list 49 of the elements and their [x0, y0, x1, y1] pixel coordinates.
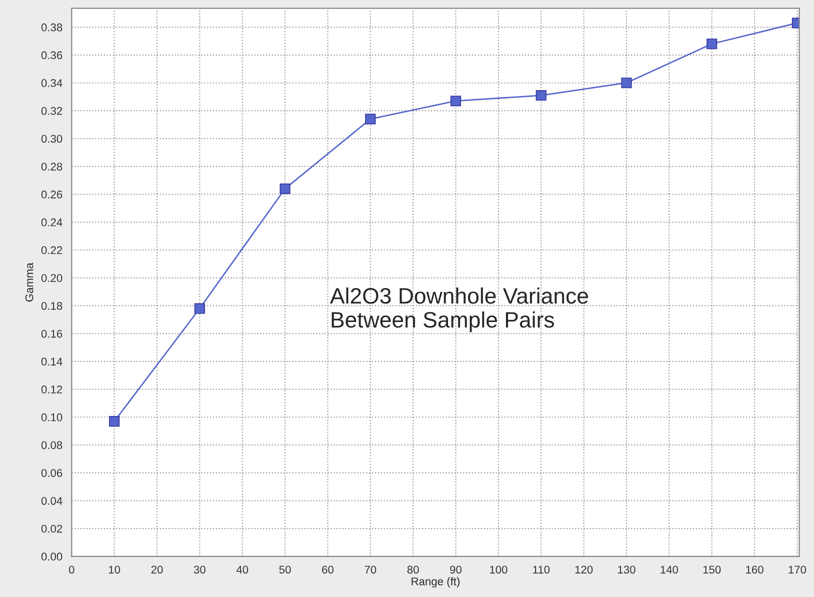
y-tick-label: 0.14: [41, 358, 62, 366]
point: [280, 183, 290, 194]
y-tick-label: 0.16: [41, 330, 62, 338]
x-tick-label: 130: [618, 566, 636, 574]
y-tick-label: 0.02: [41, 524, 62, 533]
x-tick-label: 0: [68, 566, 74, 574]
y-tick-label: 0.28: [41, 162, 62, 171]
y-tick-label: 0.32: [41, 106, 62, 115]
y-axis-title: Gamma: [25, 262, 34, 302]
x-tick-label: 10: [108, 566, 120, 574]
x-tick-label: 60: [322, 566, 334, 574]
point: [194, 303, 205, 314]
y-tick-label: 0.22: [41, 246, 62, 254]
x-tick-label: 40: [236, 566, 248, 574]
y-tick-label: 0.24: [41, 218, 62, 226]
y-tick-label: 0.38: [41, 23, 62, 32]
x-tick-label: 160: [746, 566, 764, 574]
x-tick-label: 90: [450, 566, 462, 574]
y-tick-label: 0.20: [41, 274, 62, 282]
y-tick-label: 0.10: [41, 413, 62, 422]
annotation: Al2O3 Downhole Variance Between Sample Pairs: [330, 287, 588, 332]
point: [450, 96, 462, 106]
x-tick-label: 100: [490, 566, 508, 574]
x-tick-label: 140: [660, 566, 678, 574]
y-tick-label: 0.00: [41, 552, 62, 561]
point: [109, 416, 120, 427]
y-tick-label: 0.26: [41, 190, 62, 198]
y-tick-label: 0.36: [41, 51, 62, 60]
y-tick-label: 0.34: [41, 79, 62, 88]
x-axis-title: Range (ft): [412, 577, 460, 588]
point: [365, 114, 376, 124]
x-tick-label: 120: [575, 566, 593, 574]
x-tick-label: 170: [788, 566, 806, 574]
point: [621, 78, 632, 88]
y-tick-label: 0.30: [41, 134, 62, 143]
x-tick-label: 20: [151, 566, 163, 574]
x-tick-label: 110: [533, 566, 550, 574]
y-tick-label: 0.18: [41, 302, 62, 310]
point: [706, 38, 718, 50]
x-tick-label: 70: [364, 566, 376, 574]
y-tick-label: 0.08: [41, 441, 62, 450]
y-tick-label: 0.06: [41, 469, 62, 477]
x-tick-label: 150: [703, 566, 721, 574]
x-tick-label: 80: [407, 566, 419, 574]
y-tick-label: 0.04: [41, 496, 62, 505]
x-tick-label: 50: [279, 566, 291, 574]
y-tick-label: 0.12: [41, 386, 62, 394]
point: [536, 90, 546, 101]
x-tick-label: 30: [194, 566, 206, 574]
